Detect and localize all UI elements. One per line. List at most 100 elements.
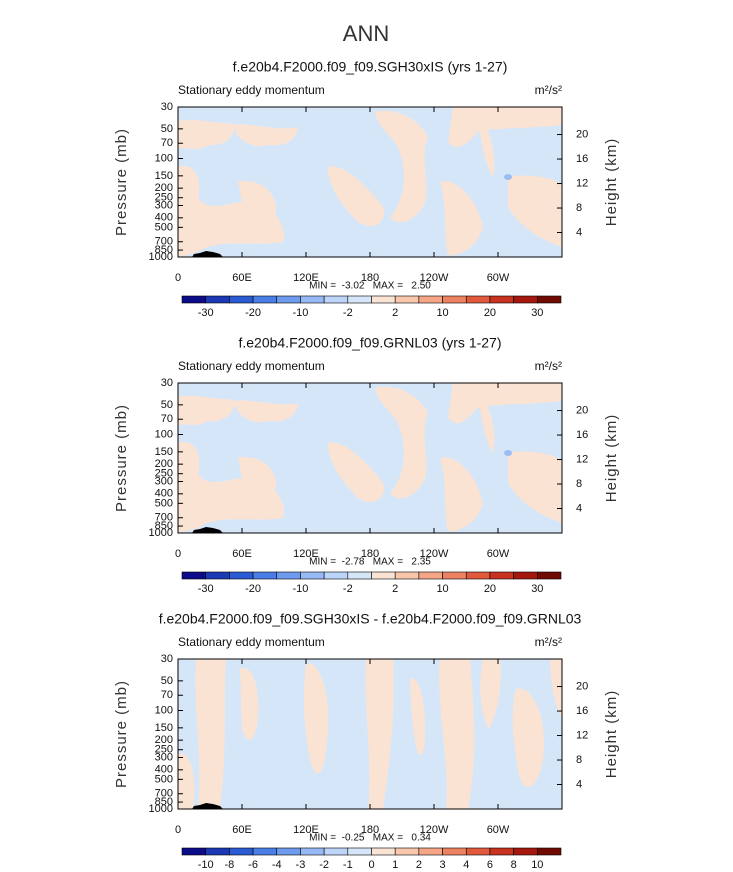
colorbar-box bbox=[205, 847, 230, 856]
x-tick-label: 0 bbox=[175, 272, 181, 284]
y-tick-label: 100 bbox=[155, 428, 173, 440]
y2-tick-label: 8 bbox=[576, 478, 582, 490]
colorbar-box bbox=[347, 571, 372, 580]
colorbar-label: -10 bbox=[198, 859, 214, 871]
colorbar-box bbox=[300, 295, 325, 304]
colorbar-box bbox=[371, 295, 396, 304]
x-tick-label: 60W bbox=[487, 548, 510, 560]
y-tick-label: 200 bbox=[155, 182, 173, 194]
colorbar-label: -1 bbox=[343, 859, 353, 871]
y-tick-label: 250 bbox=[155, 468, 173, 480]
colorbar-label: -6 bbox=[248, 859, 258, 871]
colorbar-box bbox=[489, 847, 514, 856]
plot-fill bbox=[178, 107, 562, 809]
y-tick-label: 150 bbox=[155, 170, 173, 182]
colorbar-label: 4 bbox=[463, 859, 469, 871]
y-tick-label: 500 bbox=[155, 221, 173, 233]
y-tick-label: 200 bbox=[155, 458, 173, 470]
x-tick-label: 120W bbox=[420, 548, 449, 560]
x-tick-label: 60E bbox=[232, 272, 252, 284]
y-tick-label: 150 bbox=[155, 722, 173, 734]
colorbar-box bbox=[394, 571, 420, 580]
y-axis-label: Pressure (mb) bbox=[113, 404, 130, 512]
colorbar-label: 30 bbox=[531, 307, 543, 319]
colorbar-box bbox=[276, 847, 301, 856]
y-tick-label: 30 bbox=[161, 101, 173, 113]
y2-tick-label: 12 bbox=[576, 177, 588, 189]
colorbar-box bbox=[300, 847, 325, 856]
x-tick-label: 0 bbox=[175, 548, 181, 560]
y2-tick-label: 12 bbox=[576, 729, 588, 741]
x-tick-label: 120E bbox=[293, 272, 319, 284]
colorbar-box bbox=[276, 295, 301, 304]
y2-tick-label: 8 bbox=[576, 754, 582, 766]
colorbar-box bbox=[489, 295, 514, 304]
x-tick-label: 120W bbox=[420, 272, 449, 284]
y-tick-label: 50 bbox=[161, 399, 173, 411]
colorbar-box bbox=[252, 847, 278, 856]
y-tick-label: 100 bbox=[155, 152, 173, 164]
y2-tick-label: 8 bbox=[576, 202, 582, 214]
colorbar-box bbox=[229, 295, 254, 304]
panel-subtitle: Stationary eddy momentum bbox=[178, 83, 325, 97]
colorbar-box bbox=[537, 571, 562, 580]
units: m²/s² bbox=[535, 83, 562, 97]
x-tick-label: 60E bbox=[232, 548, 252, 560]
colorbar-box bbox=[347, 295, 372, 304]
colorbar-label: -3 bbox=[296, 859, 306, 871]
y2-axis-label: Height (km) bbox=[603, 414, 620, 503]
colorbar-box bbox=[276, 571, 301, 580]
y-tick-label: 50 bbox=[161, 123, 173, 135]
y-tick-label: 700 bbox=[155, 236, 173, 248]
y-tick-label: 1000 bbox=[149, 251, 173, 263]
y-tick-label: 500 bbox=[155, 773, 173, 785]
colorbar-box bbox=[300, 571, 325, 580]
colorbar-label: -2 bbox=[343, 583, 353, 595]
panel-title: f.e20b4.F2000.f09_f09.SGH30xIS - f.e20b4… bbox=[159, 611, 582, 627]
y-tick-label: 70 bbox=[161, 413, 173, 425]
y2-tick-label: 12 bbox=[576, 453, 588, 465]
panel-title: f.e20b4.F2000.f09_f09.GRNL03 (yrs 1-27) bbox=[238, 335, 501, 351]
colorbar-label: -10 bbox=[292, 307, 308, 319]
panel-subtitle: Stationary eddy momentum bbox=[178, 359, 325, 373]
colorbar-box bbox=[537, 295, 562, 304]
x-tick-label: 60W bbox=[487, 272, 510, 284]
colorbar-label: 10 bbox=[436, 307, 448, 319]
colorbar-box bbox=[181, 847, 206, 856]
colorbar-label: 0 bbox=[368, 859, 374, 871]
colorbar-box bbox=[229, 571, 254, 580]
y-tick-label: 700 bbox=[155, 788, 173, 800]
colorbar-box bbox=[371, 571, 396, 580]
colorbar-label: -30 bbox=[198, 307, 214, 319]
colorbar-box bbox=[465, 295, 491, 304]
colorbar-box bbox=[465, 847, 491, 856]
min-max: MIN = -2.78 MAX = 2.35 bbox=[309, 557, 431, 568]
y2-tick-label: 20 bbox=[576, 404, 588, 416]
colorbar-box bbox=[465, 571, 491, 580]
y2-tick-label: 4 bbox=[576, 778, 582, 790]
y-tick-label: 150 bbox=[155, 446, 173, 458]
y2-tick-label: 16 bbox=[576, 153, 588, 165]
figure-title: ANN bbox=[343, 21, 389, 46]
y2-axis-label: Height (km) bbox=[603, 138, 620, 227]
colorbar-label: -8 bbox=[224, 859, 234, 871]
colorbar-box bbox=[323, 295, 349, 304]
y-tick-label: 1000 bbox=[149, 803, 173, 815]
colorbar-box bbox=[229, 847, 254, 856]
y-tick-label: 850 bbox=[155, 520, 173, 532]
y-tick-label: 70 bbox=[161, 137, 173, 149]
colorbar-label: -4 bbox=[272, 859, 282, 871]
x-tick-label: 180 bbox=[361, 824, 379, 836]
colorbar-label: 2 bbox=[416, 859, 422, 871]
units: m²/s² bbox=[535, 635, 562, 649]
y-tick-label: 400 bbox=[155, 764, 173, 776]
y2-tick-label: 16 bbox=[576, 705, 588, 717]
colorbar-box bbox=[513, 571, 538, 580]
colorbar-box bbox=[418, 571, 443, 580]
colorbar-label: 3 bbox=[440, 859, 446, 871]
y-tick-label: 850 bbox=[155, 796, 173, 808]
colorbar-box bbox=[371, 847, 396, 856]
x-tick-label: 120W bbox=[420, 824, 449, 836]
colorbar-label: 2 bbox=[392, 583, 398, 595]
